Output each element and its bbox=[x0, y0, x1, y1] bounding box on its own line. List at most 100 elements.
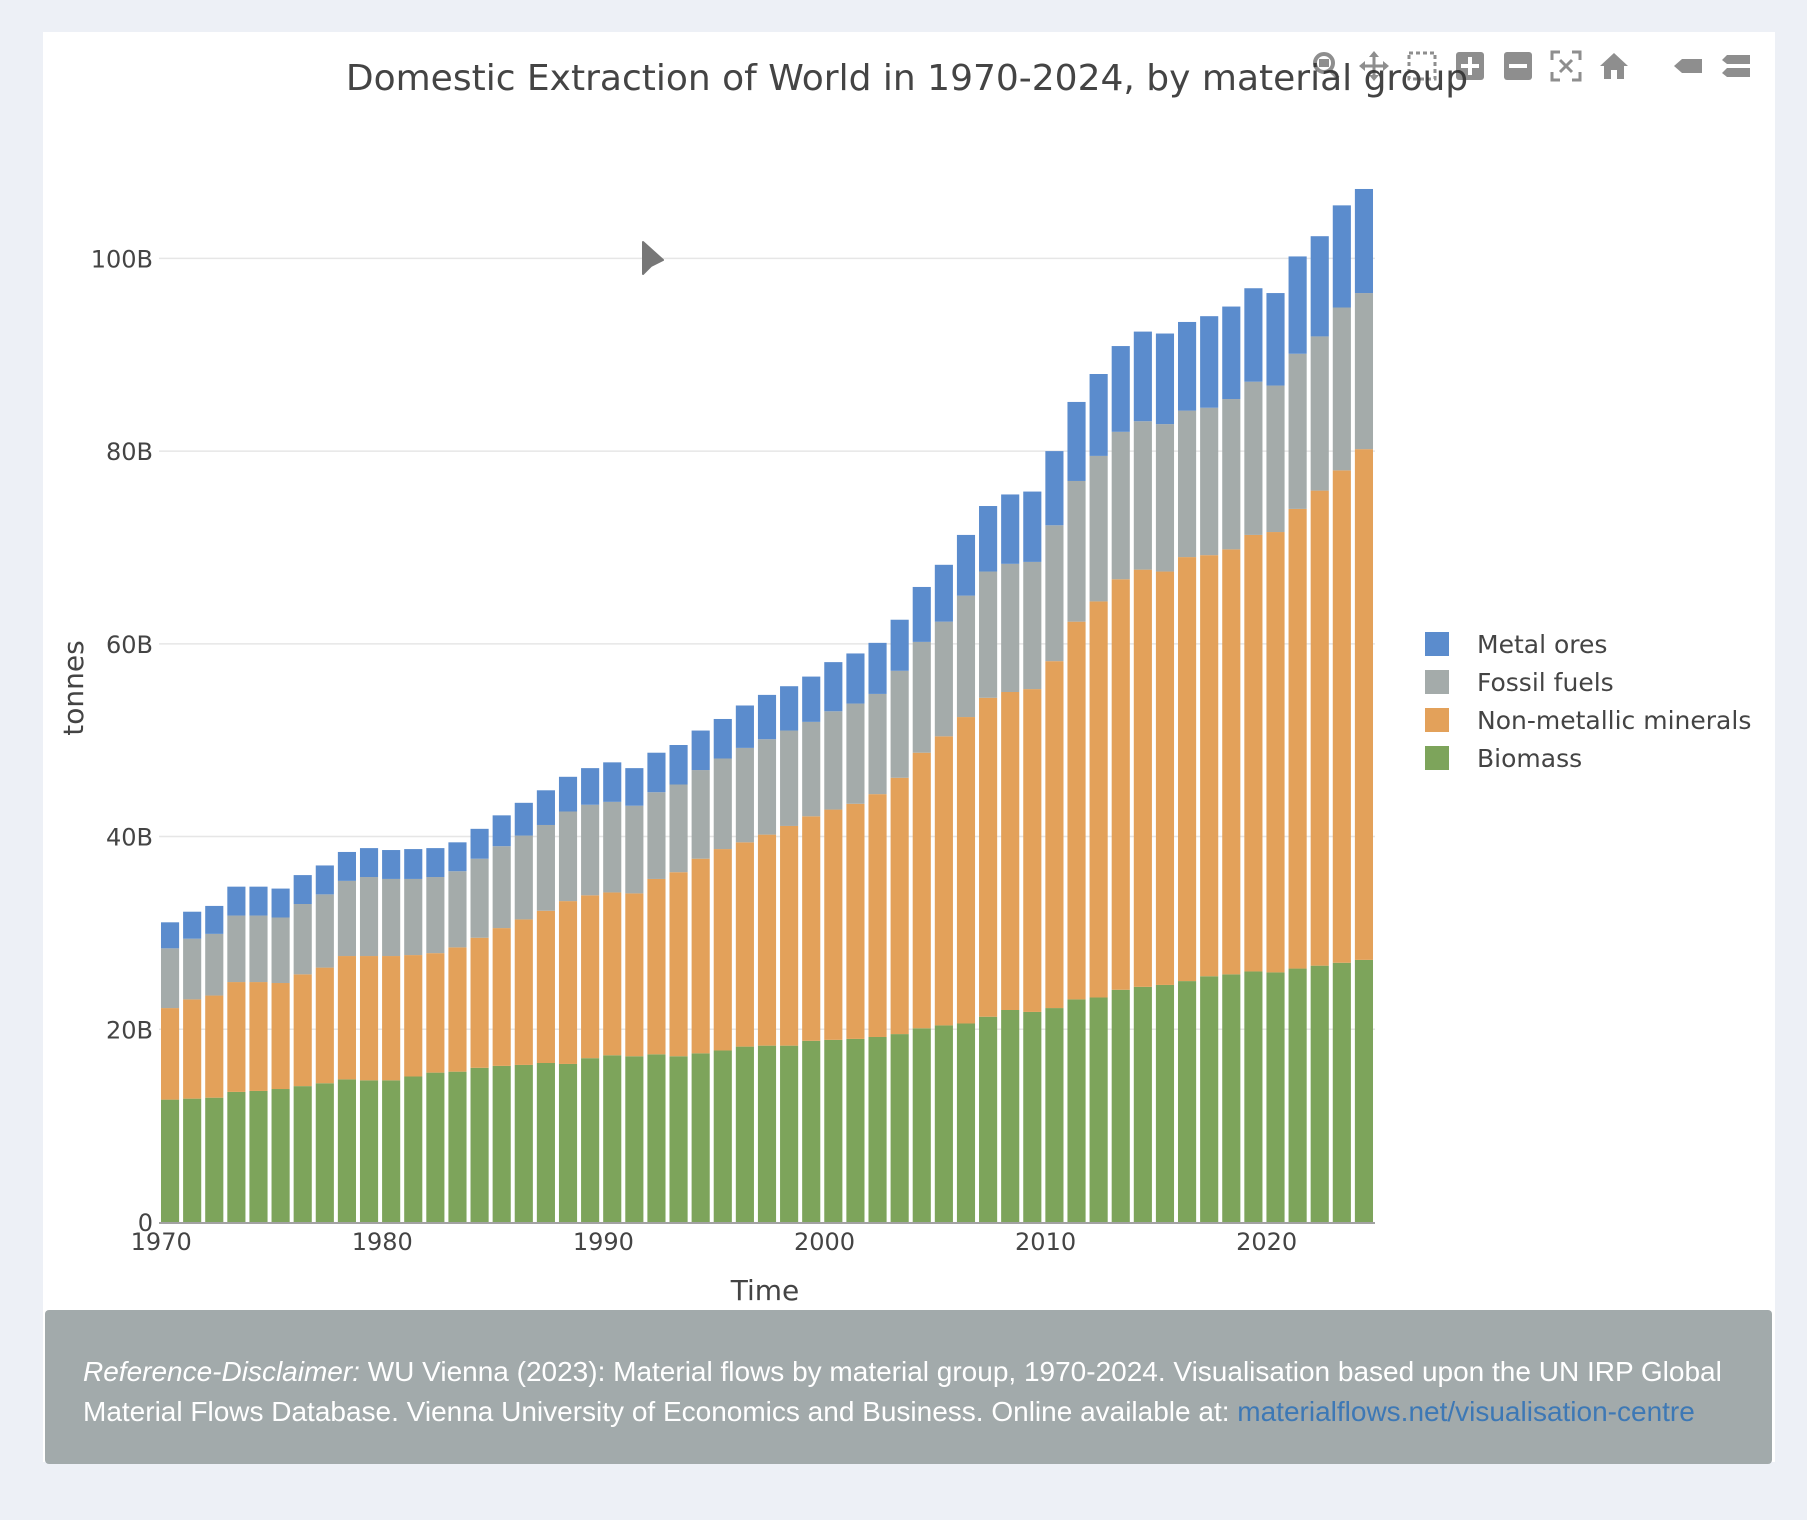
bar-segment[interactable] bbox=[1200, 976, 1219, 1222]
bar-segment[interactable] bbox=[359, 877, 379, 957]
bar-segment[interactable] bbox=[1133, 986, 1152, 1222]
pan-button[interactable] bbox=[1357, 49, 1391, 83]
bar-segment[interactable] bbox=[1111, 431, 1130, 580]
bar-segment[interactable] bbox=[1045, 1008, 1064, 1222]
bar-segment[interactable] bbox=[669, 745, 688, 785]
bar-segment[interactable] bbox=[956, 534, 976, 596]
bar-segment[interactable] bbox=[824, 809, 843, 1040]
bar-segment[interactable] bbox=[514, 802, 533, 836]
bar-segment[interactable] bbox=[1266, 293, 1285, 386]
bar-segment[interactable] bbox=[1244, 534, 1263, 972]
bar-segment[interactable] bbox=[713, 718, 732, 759]
bar-segment[interactable] bbox=[625, 768, 644, 806]
bar-segment[interactable] bbox=[337, 880, 356, 957]
bar-segment[interactable] bbox=[160, 948, 180, 1009]
bar-segment[interactable] bbox=[802, 816, 821, 1041]
bar-segment[interactable] bbox=[315, 865, 334, 895]
bar-segment[interactable] bbox=[492, 815, 511, 847]
bar-segment[interactable] bbox=[890, 1034, 909, 1222]
bar-segment[interactable] bbox=[1288, 508, 1307, 969]
bar-segment[interactable] bbox=[647, 792, 666, 879]
bar-segment[interactable] bbox=[868, 693, 887, 795]
bar-segment[interactable] bbox=[293, 875, 312, 904]
bar-segment[interactable] bbox=[1045, 451, 1064, 526]
bar-segment[interactable] bbox=[979, 506, 998, 572]
chart-canvas[interactable]: Domestic Extraction of World in 1970-202… bbox=[43, 32, 1775, 1304]
hover-closest-button[interactable] bbox=[1671, 49, 1705, 83]
bar-segment[interactable] bbox=[735, 1046, 754, 1222]
bar-segment[interactable] bbox=[1001, 563, 1020, 692]
bar-segment[interactable] bbox=[846, 653, 865, 704]
bar-segment[interactable] bbox=[1089, 455, 1108, 602]
bar-segment[interactable] bbox=[448, 1071, 467, 1222]
bar-segment[interactable] bbox=[1288, 353, 1307, 509]
bar-segment[interactable] bbox=[249, 886, 268, 916]
bar-segment[interactable] bbox=[1178, 321, 1197, 411]
bar-segment[interactable] bbox=[603, 1055, 622, 1222]
bar-segment[interactable] bbox=[1001, 692, 1020, 1010]
visualisation-centre-link[interactable]: materialflows.net/visualisation-centre bbox=[1237, 1396, 1695, 1427]
bar-segment[interactable] bbox=[1001, 494, 1020, 564]
bar-segment[interactable] bbox=[1133, 331, 1152, 422]
bar-segment[interactable] bbox=[558, 1063, 578, 1222]
bar-segment[interactable] bbox=[1023, 491, 1042, 562]
bar-segment[interactable] bbox=[271, 983, 290, 1090]
bar-segment[interactable] bbox=[293, 974, 312, 1087]
bar-segment[interactable] bbox=[404, 849, 423, 879]
bar-segment[interactable] bbox=[558, 901, 578, 1064]
bar-segment[interactable] bbox=[581, 804, 600, 896]
bar-segment[interactable] bbox=[470, 858, 489, 938]
bar-segment[interactable] bbox=[1067, 401, 1086, 481]
bar-segment[interactable] bbox=[1310, 336, 1329, 491]
bar-segment[interactable] bbox=[956, 1023, 976, 1222]
bar-segment[interactable] bbox=[492, 846, 511, 929]
bar-segment[interactable] bbox=[581, 895, 600, 1059]
bar-segment[interactable] bbox=[249, 982, 268, 1091]
bar-segment[interactable] bbox=[1023, 689, 1042, 1012]
bar-segment[interactable] bbox=[536, 790, 555, 825]
bar-segment[interactable] bbox=[603, 801, 622, 893]
bar-segment[interactable] bbox=[293, 904, 312, 975]
bar-segment[interactable] bbox=[1244, 971, 1263, 1222]
bar-segment[interactable] bbox=[647, 1054, 666, 1222]
reset-axes-button[interactable] bbox=[1597, 49, 1631, 83]
bar-segment[interactable] bbox=[691, 858, 710, 1054]
bar-segment[interactable] bbox=[603, 762, 622, 802]
bar-segment[interactable] bbox=[735, 705, 754, 748]
bar-segment[interactable] bbox=[1310, 236, 1329, 337]
bar-segment[interactable] bbox=[625, 805, 644, 894]
bar-segment[interactable] bbox=[757, 694, 777, 740]
bar-segment[interactable] bbox=[558, 811, 578, 902]
bar-segment[interactable] bbox=[802, 676, 821, 722]
bar-segment[interactable] bbox=[912, 752, 931, 1029]
bar-segment[interactable] bbox=[492, 928, 511, 1066]
bar-segment[interactable] bbox=[1155, 571, 1175, 985]
bar-segment[interactable] bbox=[536, 910, 555, 1063]
bar-segment[interactable] bbox=[1023, 1011, 1042, 1222]
bar-segment[interactable] bbox=[1178, 410, 1197, 558]
bar-segment[interactable] bbox=[780, 1045, 799, 1222]
bar-segment[interactable] bbox=[1332, 470, 1351, 963]
bar-segment[interactable] bbox=[382, 878, 401, 957]
bar-segment[interactable] bbox=[979, 571, 998, 698]
bar-segment[interactable] bbox=[536, 824, 555, 911]
bar-segment[interactable] bbox=[315, 967, 334, 1084]
bar-segment[interactable] bbox=[625, 893, 644, 1057]
bar-segment[interactable] bbox=[1155, 424, 1175, 572]
bar-segment[interactable] bbox=[1023, 561, 1042, 690]
bar-segment[interactable] bbox=[1332, 962, 1351, 1222]
bar-segment[interactable] bbox=[337, 956, 356, 1080]
bar-segment[interactable] bbox=[205, 933, 224, 996]
bar-segment[interactable] bbox=[647, 878, 666, 1055]
bar-segment[interactable] bbox=[603, 892, 622, 1056]
bar-segment[interactable] bbox=[382, 956, 401, 1081]
bar-segment[interactable] bbox=[846, 703, 865, 804]
bar-segment[interactable] bbox=[757, 1045, 777, 1222]
bar-segment[interactable] bbox=[669, 784, 688, 873]
bar-segment[interactable] bbox=[227, 982, 246, 1092]
bar-segment[interactable] bbox=[271, 1089, 290, 1222]
legend-label[interactable]: Fossil fuels bbox=[1477, 668, 1614, 697]
bar-segment[interactable] bbox=[183, 999, 202, 1099]
zoom-button[interactable] bbox=[1309, 49, 1343, 83]
bar-segment[interactable] bbox=[315, 1083, 334, 1222]
